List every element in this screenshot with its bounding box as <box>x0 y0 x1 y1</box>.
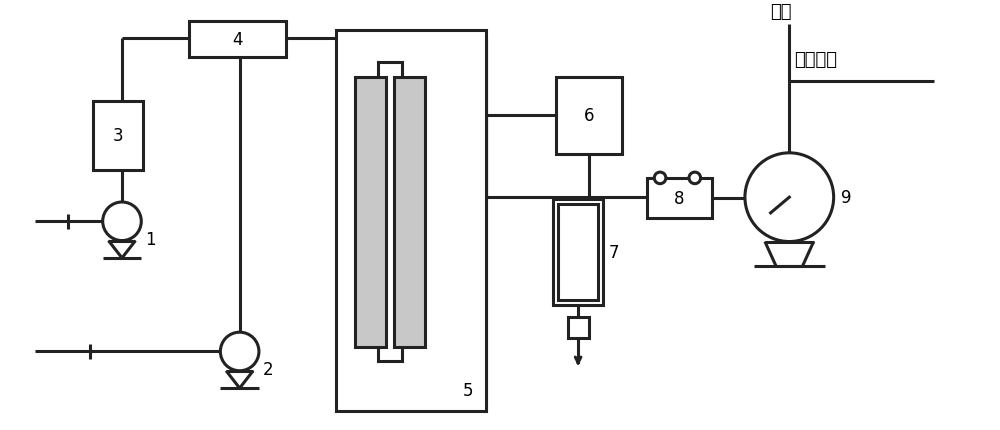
Circle shape <box>654 173 666 184</box>
Bar <box>336 31 486 412</box>
Bar <box>355 77 386 347</box>
Bar <box>378 63 402 361</box>
Text: 9: 9 <box>841 189 852 207</box>
Bar <box>647 178 712 219</box>
Circle shape <box>745 154 834 242</box>
Text: 7: 7 <box>609 243 619 261</box>
Text: 4: 4 <box>232 31 243 49</box>
Text: 1: 1 <box>145 230 156 248</box>
Circle shape <box>689 173 701 184</box>
Text: 放空: 放空 <box>770 3 792 21</box>
Circle shape <box>103 203 141 241</box>
Bar <box>394 77 425 347</box>
Circle shape <box>220 332 259 371</box>
Text: 8: 8 <box>674 190 685 208</box>
Bar <box>553 200 603 305</box>
Text: 2: 2 <box>263 360 273 378</box>
Bar <box>558 204 598 301</box>
Bar <box>189 22 286 58</box>
Text: 色谱分析: 色谱分析 <box>794 51 837 69</box>
Text: 3: 3 <box>113 127 123 145</box>
Bar <box>556 77 622 154</box>
Bar <box>93 101 143 171</box>
Bar <box>568 317 589 338</box>
Text: 5: 5 <box>463 381 473 399</box>
Text: 6: 6 <box>583 107 594 125</box>
